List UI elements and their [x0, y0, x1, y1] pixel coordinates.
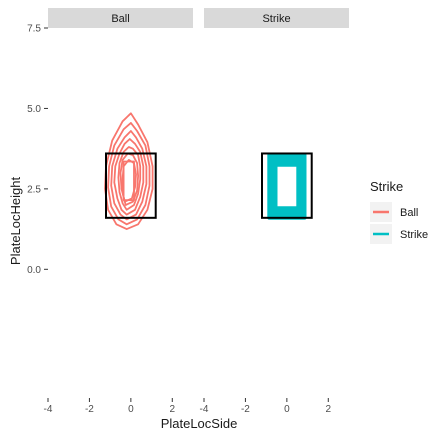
strip-label: Ball: [111, 13, 129, 25]
density-contour: [113, 138, 145, 216]
density-contour: [110, 130, 148, 221]
strike-zone-box: [261, 152, 313, 219]
x-axis-title: PlateLocSide: [161, 416, 238, 431]
y-tick-label: 7.5: [27, 24, 41, 35]
x-tick-label: 0: [128, 404, 134, 415]
y-axis-title: PlateLocHeight: [8, 177, 23, 266]
legend-title: Strike: [370, 179, 403, 194]
strip-ball: [48, 8, 193, 28]
y-tick-label: 0.0: [27, 265, 41, 276]
legend-label-ball: Ball: [400, 207, 418, 219]
density-contour: [122, 160, 135, 202]
legend: Strike Ball Strike: [370, 179, 428, 244]
x-tick-label: -2: [241, 404, 250, 415]
density-contour: [117, 146, 142, 211]
panel-strike: Strike -4 -2 0 2: [200, 8, 349, 415]
x-tick-label: -2: [85, 404, 94, 415]
x-tick-label: 0: [284, 404, 290, 415]
strip-label: Strike: [262, 13, 290, 25]
density-contour: [269, 156, 305, 217]
x-tick-label: -4: [200, 404, 209, 415]
panel-ball: Ball -4 -2 0 2: [44, 8, 193, 415]
strip-strike: [204, 8, 349, 28]
y-tick-label: 5.0: [27, 104, 41, 115]
y-axis: 0.0 2.5 5.0 7.5: [27, 24, 48, 276]
x-tick-label: -4: [44, 404, 53, 415]
strike-zone-box: [105, 152, 157, 219]
density-contour: [119, 152, 140, 206]
legend-label-strike: Strike: [400, 229, 428, 241]
y-tick-label: 2.5: [27, 184, 41, 195]
density-contour: [104, 112, 154, 231]
density-contour: [273, 162, 301, 211]
x-tick-label: 2: [170, 404, 176, 415]
facet-panels: Ball -4 -2 0 2 Strike -4 -2 0 2: [44, 8, 349, 415]
x-tick-label: 2: [326, 404, 332, 415]
density-contour: [107, 122, 151, 226]
density-contour: [271, 159, 303, 214]
